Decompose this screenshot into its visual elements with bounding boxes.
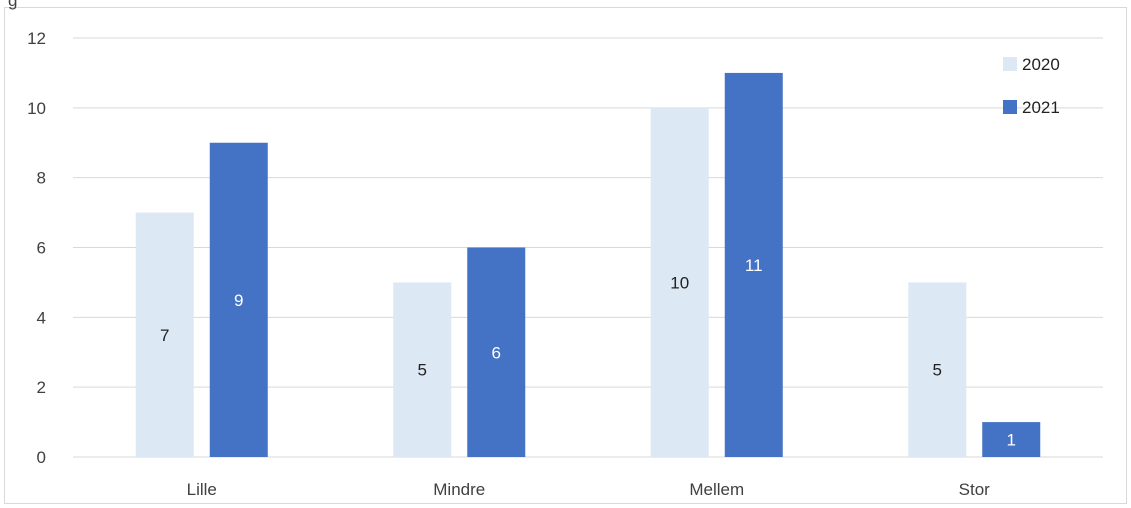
bar-2021-Mindre [467,247,526,457]
x-category-label: Mindre [433,480,485,499]
legend-swatch [1003,100,1017,114]
data-label: 5 [418,361,427,380]
legend-entry: 2020 [1022,55,1060,74]
y-tick-label: 2 [37,378,46,397]
data-label: 1 [1007,431,1016,450]
bar-2020-Mellem [650,107,709,457]
y-axis-ticks: 0 2 4 6 8 10 12 [27,29,46,467]
y-tick-label: 8 [37,169,46,188]
x-category-label: Lille [187,480,217,499]
bar-2021-Lille [209,142,268,457]
bar-2021-Stor [982,422,1041,457]
data-label: 6 [492,343,501,362]
legend: 2020 2021 [1003,55,1060,117]
y-tick-label: 6 [37,239,46,258]
y-tick-label: 4 [37,308,46,327]
x-axis-categories: Lille Mindre Mellem Stor [187,480,991,499]
chart-frame [4,7,1127,504]
y-tick-label: 12 [27,29,46,48]
bars [135,72,1041,458]
bar-2020-Mindre [393,282,452,457]
bar-2021-Mellem [724,72,783,458]
data-label: 11 [745,256,763,275]
data-label: 5 [933,361,942,380]
data-label: 7 [160,326,169,345]
legend-swatch [1003,57,1017,71]
data-label: 9 [234,291,243,310]
y-tick-label: 10 [27,99,46,118]
legend-entry: 2021 [1022,98,1060,117]
bar-2020-Lille [135,212,194,457]
y-tick-label: 0 [37,448,46,467]
chart-title-fragment: g [8,0,17,10]
x-category-label: Mellem [689,480,744,499]
bar-2020-Stor [908,282,967,457]
data-label: 10 [670,273,689,292]
data-labels: 7 9 5 6 10 11 5 1 [160,256,1016,450]
x-category-label: Stor [959,480,991,499]
